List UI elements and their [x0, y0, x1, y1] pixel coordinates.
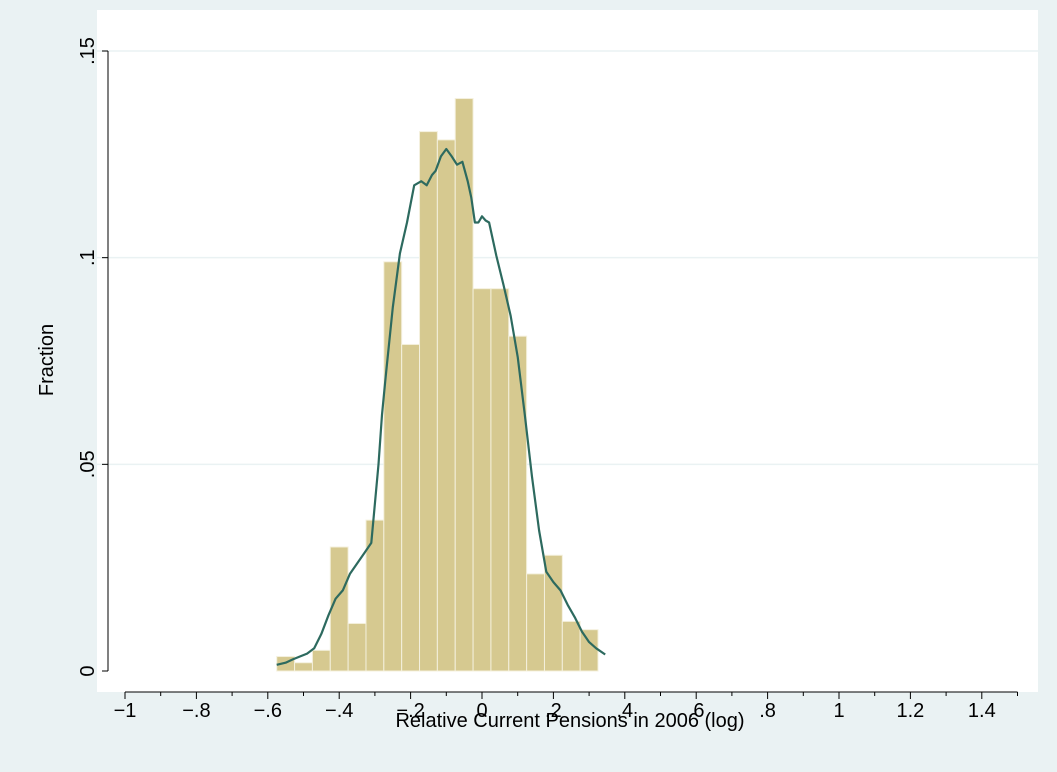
- histogram-bar: [508, 335, 528, 672]
- histogram-bar: [454, 98, 474, 672]
- histogram-bar: [294, 662, 313, 672]
- x-tick-label: 1: [833, 700, 844, 722]
- histogram-bar: [579, 629, 599, 672]
- x-tick-label: −1: [114, 700, 137, 722]
- histogram-bar: [419, 131, 438, 672]
- gridlines: [97, 50, 1038, 466]
- y-tick-label: .15: [77, 37, 99, 65]
- histogram-bar: [383, 261, 403, 672]
- x-tick-label: 0: [476, 700, 487, 722]
- histogram-bars: [276, 98, 599, 672]
- histogram-bar: [401, 343, 421, 672]
- x-tick-label: −.2: [396, 700, 424, 722]
- histogram-bar: [490, 288, 510, 672]
- x-tick-label: 1.4: [968, 700, 996, 722]
- x-tick-label: .8: [759, 700, 776, 722]
- x-tick-label: 1.2: [896, 700, 924, 722]
- histogram-bar: [311, 649, 331, 672]
- histogram-bar: [329, 546, 349, 672]
- x-tick-label: −.8: [182, 700, 210, 722]
- histogram-bar: [436, 139, 456, 672]
- x-axis-title: Relative Current Pensions in 2006 (log): [395, 710, 744, 732]
- histogram-bar: [365, 519, 385, 672]
- y-tick-label: .05: [77, 450, 99, 478]
- histogram-bar: [347, 622, 367, 672]
- histogram-bar: [543, 554, 563, 672]
- y-tick-label: .1: [77, 249, 99, 266]
- histogram-bar: [561, 620, 581, 672]
- y-axis-title: Fraction: [36, 324, 58, 396]
- plot-area: [97, 10, 1038, 692]
- x-tick-label: −.6: [254, 700, 282, 722]
- x-axis: −1 −.8 −.6 −.4 −.2 0 .2 .4 .6 .8 1 1.2 1.4: [114, 691, 1018, 722]
- x-tick-label: .6: [688, 700, 705, 722]
- y-axis: 0 .05 .1 .15: [77, 37, 109, 677]
- x-tick-label: .4: [616, 700, 633, 722]
- histogram-bar: [526, 573, 545, 672]
- x-tick-label: −.4: [325, 700, 353, 722]
- x-tick-label: .2: [545, 700, 562, 722]
- density-line: [276, 147, 606, 666]
- histogram-bar: [472, 288, 492, 672]
- density-curve: [276, 147, 606, 666]
- y-tick-label: 0: [77, 665, 99, 676]
